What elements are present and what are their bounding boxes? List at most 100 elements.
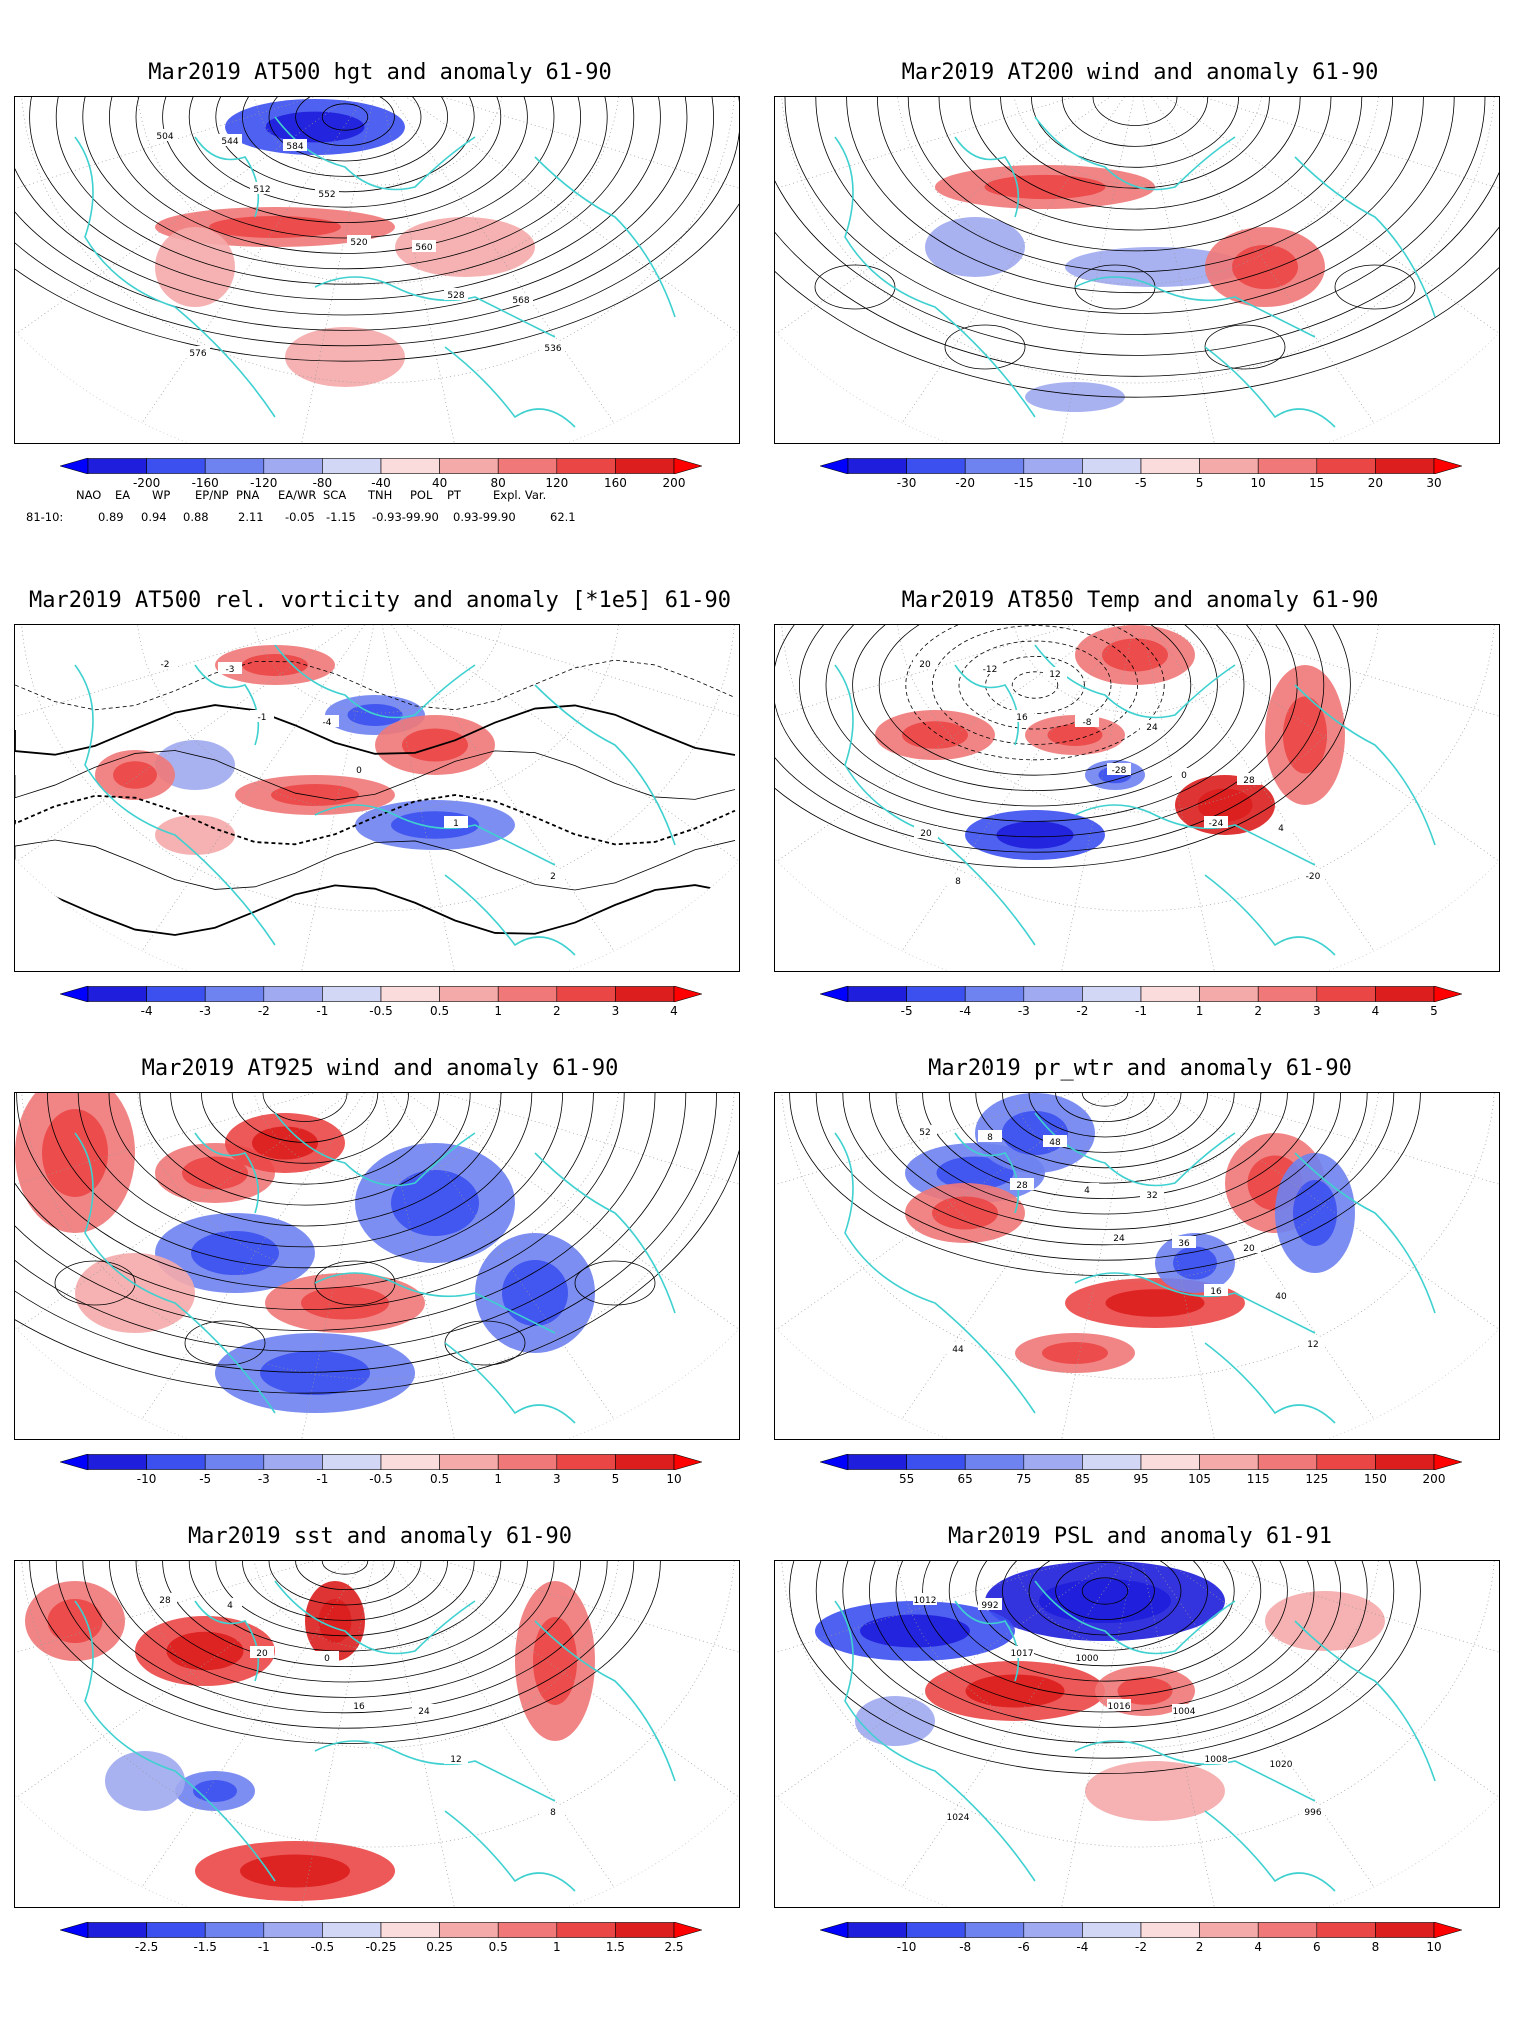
coastline [834,136,1036,418]
contour-label-bg [1107,1699,1131,1711]
colorbar-segment [1375,1454,1435,1470]
anomaly-shading [925,217,1025,277]
colorbar-segment [556,1454,616,1470]
anomaly-shading-core [391,1170,479,1236]
anomaly-shading-core [113,761,157,789]
contour-label-bg [541,869,565,881]
streamline [814,264,896,310]
colorbar-label: 3 [611,1004,620,1018]
contour-label-bg [1204,816,1228,828]
contour-line [215,1561,475,1637]
contour-line [268,1561,422,1606]
colorbar-label: 0.5 [488,1940,508,1954]
colorbar-segment [1140,1922,1200,1938]
contour-label: 4 [227,1601,233,1611]
colorbar-label: -200 [132,476,161,490]
tele-header: EP/NP [195,488,229,502]
contour-line [188,1561,502,1652]
contour-label-bg [412,240,436,252]
contour-label: 16 [353,1702,365,1712]
colorbar-labels: -2.5 -1.5 -1 -0.5 -0.25 0.25 0.5 1 1.5 2.5 [60,1940,702,1956]
anomaly-shading-core [1105,1289,1205,1317]
colorbar-label: 200 [662,476,686,490]
anomaly-shading-core [265,111,365,143]
contour-line [1055,1561,1155,1621]
colorbar-label: -5 [900,1004,913,1018]
map-content: 20 16 -28 -24 -20 -12 -8 0 4 8 12 24 28 20 [775,625,1499,971]
colorbar-label: -4 [959,1004,972,1018]
colorbar-segment [322,1922,382,1938]
anomaly-shading-core [271,784,359,806]
contour-line [1028,1093,1182,1138]
contour-label-bg [946,874,970,886]
contour-label: 8 [955,877,961,887]
contour-label: 512 [253,185,270,195]
anomaly-shading-core [182,1156,248,1190]
contour-label: 24 [418,1707,430,1717]
latitude-circle [136,1561,620,1749]
map: 504 512 520 528 536 544 552 560 568 576 584 [15,97,739,443]
tele-value: -0.05 [285,510,315,524]
colorbar-min-arrow [60,458,89,474]
colorbar-segment [1023,986,1083,1002]
panel-prwtr: Mar2019 pr_wtr and anomaly 61-90 52 28 24 1… [760,1056,1520,1556]
map: 52 28 24 16 12 8 4 36 40 44 48 32 20 [775,1093,1499,1439]
streamline [846,97,1424,294]
meridian [117,625,379,971]
colorbar-label: -4 [1076,1940,1089,1954]
contour-label-bg [1140,1188,1164,1200]
colorbar-segment [1082,986,1142,1002]
contour-label: -1 [258,713,267,723]
contour-label: 1024 [947,1813,970,1823]
colorbar [60,986,702,1002]
map [775,97,1499,443]
colorbar-segment [1082,458,1142,474]
contour-label: -8 [1083,718,1092,728]
contour-label-bg [1043,1135,1067,1147]
meridian [377,625,639,971]
colorbar-max-arrow [673,458,702,474]
contour-label: -3 [226,665,235,675]
colorbar-label: -10 [896,1940,917,1954]
colorbar-segment [322,986,382,1002]
contour-line [295,1561,395,1591]
streamline [1061,97,1209,147]
colorbar-label: -8 [959,1940,972,1954]
colorbar-segment [1023,1922,1083,1938]
colorbar-label: 5 [1430,1004,1438,1018]
colorbar-min-arrow [820,1454,849,1470]
contour-label-bg [153,657,177,669]
streamline [15,1093,625,1311]
panel-sst: Mar2019 sst and anomaly 61-90 28 20 16 12 8 4… [0,1524,760,2024]
contour-line [268,97,422,162]
colorbar-label: 15 [1309,476,1325,490]
contour-label: 12 [1307,1340,1318,1350]
streamline [262,1093,348,1122]
colorbar-segment [1375,458,1435,474]
tele-header: EA/WR [278,488,317,502]
colorbar-label: -10 [136,1472,157,1486]
meridian [377,1561,639,1907]
anomaly-shading-core [860,1614,970,1648]
meridian [287,1093,379,1439]
colorbar-label: -2 [1135,1940,1147,1954]
contour-line [815,1561,1395,1759]
contour-label-bg [444,1752,468,1764]
colorbar [60,1454,702,1470]
colorbar-segment [322,1454,382,1470]
streamline [139,1093,471,1206]
colorbar-labels: 55 65 75 85 95 105 115 125 150 200 [820,1472,1462,1488]
streamline [574,1260,656,1306]
meridian [377,97,639,443]
colorbar-segment [263,1922,323,1938]
colorbar-labels: -10 -5 -3 -1 -0.5 0.5 1 3 5 10 [60,1472,702,1488]
contour-label-bg [1010,710,1034,722]
colorbar-max-arrow [673,986,702,1002]
colorbar-label: -1 [316,1472,329,1486]
latitude-circle [896,625,1380,813]
streamline [1092,97,1178,126]
coastline [74,1132,276,1414]
colorbar-min-arrow [60,1454,89,1470]
contour-label: 996 [1304,1808,1321,1818]
colorbar-label: 4 [1254,1940,1263,1954]
